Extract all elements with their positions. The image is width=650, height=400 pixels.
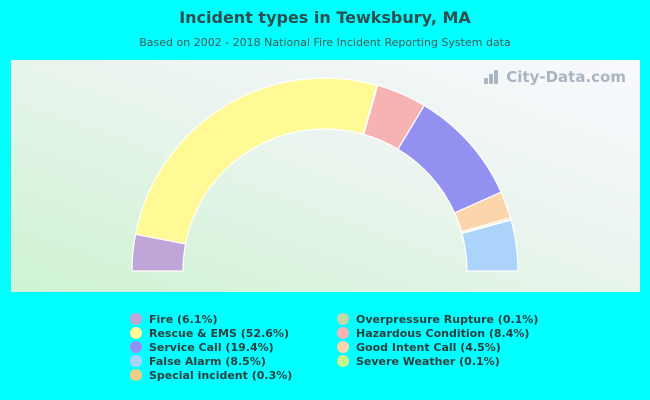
legend-swatch <box>130 313 142 325</box>
legend-label: Special incident (0.3%) <box>149 368 293 382</box>
chart-title: Incident types in Tewksbury, MA <box>179 8 471 27</box>
legend-swatch <box>130 327 142 339</box>
legend-swatch <box>337 341 349 353</box>
legend-item-severe-weather[interactable]: Severe Weather (0.1%) <box>337 353 500 369</box>
chart-subtitle: Based on 2002 - 2018 National Fire Incid… <box>139 36 511 49</box>
legend-label: Severe Weather (0.1%) <box>356 354 500 368</box>
legend: Fire (6.1%) Rescue & EMS (52.6%) Service C… <box>130 311 570 391</box>
legend-item-hazardous-condition[interactable]: Hazardous Condition (8.4%) <box>337 325 529 341</box>
legend-item-overpressure-rupture[interactable]: Overpressure Rupture (0.1%) <box>337 311 538 327</box>
watermark: City-Data.com <box>484 68 626 86</box>
semi-donut-chart <box>131 77 519 272</box>
legend-swatch <box>337 355 349 367</box>
bar-chart-icon <box>484 70 502 84</box>
slice-rescue-ems[interactable] <box>134 77 378 245</box>
plot-area: City-Data.com <box>11 60 640 292</box>
slice-false-alarm[interactable] <box>461 219 519 272</box>
legend-label: Overpressure Rupture (0.1%) <box>356 312 539 326</box>
legend-item-service-call[interactable]: Service Call (19.4%) <box>130 339 274 355</box>
legend-swatch <box>130 369 142 381</box>
legend-swatch <box>130 355 142 367</box>
legend-label: Hazardous Condition (8.4%) <box>356 326 530 340</box>
legend-swatch <box>337 327 349 339</box>
legend-label: Rescue & EMS (52.6%) <box>149 326 289 340</box>
legend-label: False Alarm (8.5%) <box>149 354 266 368</box>
legend-item-false-alarm[interactable]: False Alarm (8.5%) <box>130 353 266 369</box>
legend-swatch <box>337 313 349 325</box>
legend-label: Fire (6.1%) <box>149 312 218 326</box>
legend-label: Service Call (19.4%) <box>149 340 274 354</box>
legend-item-good-intent-call[interactable]: Good Intent Call (4.5%) <box>337 339 501 355</box>
legend-item-fire[interactable]: Fire (6.1%) <box>130 311 218 327</box>
legend-swatch <box>130 341 142 353</box>
watermark-text: City-Data.com <box>506 68 626 86</box>
legend-item-rescue-ems[interactable]: Rescue & EMS (52.6%) <box>130 325 289 341</box>
legend-item-special-incident[interactable]: Special incident (0.3%) <box>130 367 292 383</box>
legend-label: Good Intent Call (4.5%) <box>356 340 501 354</box>
